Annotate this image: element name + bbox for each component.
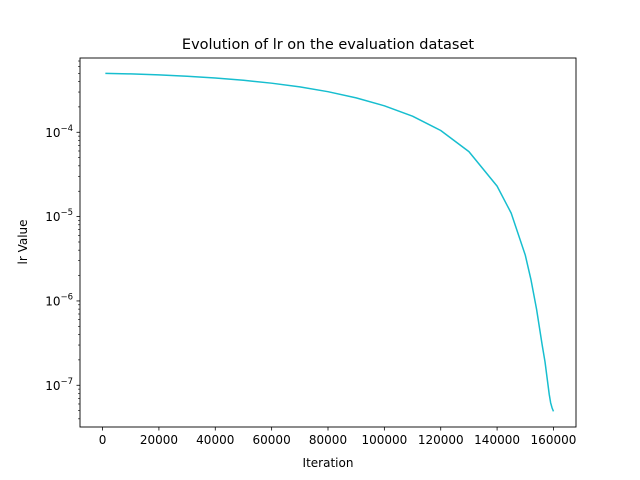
y-tick-label: 10−7 bbox=[45, 377, 73, 393]
x-tick-label: 120000 bbox=[418, 433, 464, 447]
y-axis-label: lr Value bbox=[16, 219, 30, 264]
y-tick-label: 10−4 bbox=[45, 124, 73, 140]
x-tick-label: 80000 bbox=[309, 433, 347, 447]
y-axis: 10−7 10−6 10−5 10−4 bbox=[45, 60, 80, 420]
x-tick-label: 60000 bbox=[253, 433, 291, 447]
y-tick-label: 10−6 bbox=[45, 292, 73, 308]
x-tick-label: 160000 bbox=[531, 433, 577, 447]
x-tick-label: 0 bbox=[99, 433, 107, 447]
plot-area bbox=[105, 72, 555, 412]
x-axis: 0 20000 40000 60000 80000 100000 120000 140000 1… bbox=[99, 427, 577, 447]
plot-frame bbox=[79, 57, 577, 428]
x-tick-label: 40000 bbox=[196, 433, 234, 447]
x-axis-label: Iteration bbox=[303, 456, 354, 470]
x-tick-label: 100000 bbox=[361, 433, 407, 447]
chart-title: Evolution of lr on the evaluation datase… bbox=[182, 37, 474, 53]
x-tick-label: 140000 bbox=[474, 433, 520, 447]
y-tick-label: 10−5 bbox=[45, 208, 73, 224]
series-line bbox=[105, 72, 555, 412]
x-tick-label: 20000 bbox=[140, 433, 178, 447]
